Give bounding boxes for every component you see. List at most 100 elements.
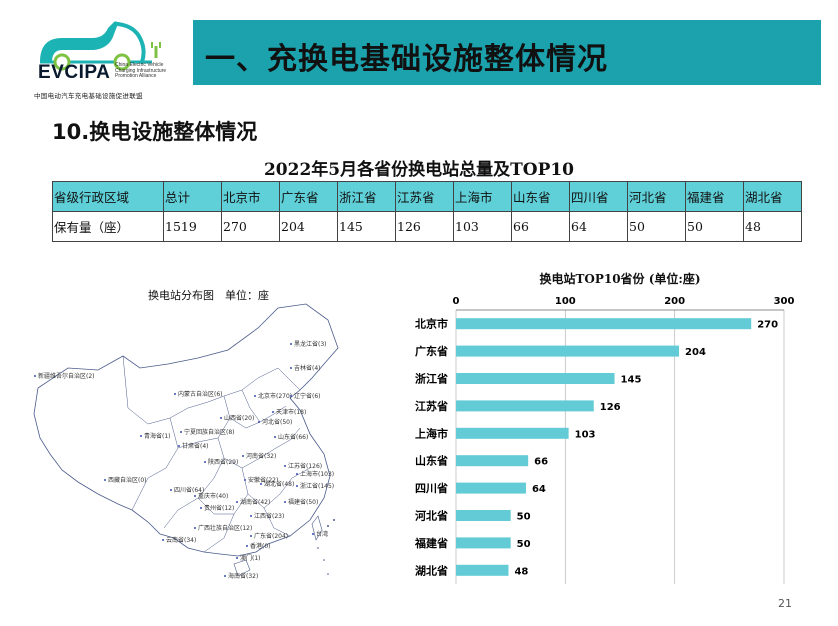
map-province-label: 湖南省(42) (240, 498, 270, 506)
china-map: 黑龙江省(3) 吉林省(4) 新疆维吾尔自治区(2) 内蒙古自治区(6) 北京市(270… (33, 303, 339, 580)
map-province-label: 天津市(18) (276, 408, 306, 416)
map-province-label: 吉林省(4) (294, 364, 321, 372)
chart-category-label: 上海市 (415, 426, 448, 440)
map-province-label: 香港(0) (250, 542, 271, 550)
map-province-label: 湖北省(48) (264, 480, 294, 488)
chart-bar (456, 373, 615, 384)
map-marker-dot (162, 539, 164, 541)
chart-bar (456, 427, 569, 439)
chart-category-label: 江苏省 (415, 399, 448, 413)
slide-title: 一、充换电基础设施整体情况 (205, 42, 608, 77)
chart-tick-label: 200 (664, 296, 685, 307)
map-marker-dot (200, 507, 202, 509)
table-cell: 145 (337, 211, 396, 242)
logo-chinese-name: 中国电动汽车充电基础设施促进联盟 (34, 92, 143, 100)
chart-value-label: 50 (517, 512, 531, 523)
chart-category-label: 北京市 (415, 317, 448, 331)
map-province-label: 广西壮族自治区(12) (198, 524, 252, 532)
table-header-cell: 四川省 (569, 181, 628, 212)
chart-category-label: 河北省 (415, 509, 448, 523)
china-outline (33, 303, 339, 557)
logo-wordmark: EVCIPA (38, 62, 111, 83)
chart-value-labels: 270 204 145 126 103 66 64 50 50 48 (514, 320, 778, 578)
sea-islands (317, 519, 335, 575)
map-marker-dot (272, 411, 274, 413)
map-marker-dot (194, 527, 196, 529)
map-province-label: 河北省(50) (262, 418, 292, 426)
map-province-label: 山东省(66) (278, 433, 308, 441)
chart-category-label: 浙江省 (415, 372, 448, 386)
map-marker-dot (250, 515, 252, 517)
map-province-label: 浙江省(145) (300, 482, 334, 490)
chart-tick-labels: 0 100 200 300 (453, 296, 795, 307)
map-province-label: 云南省(34) (166, 536, 196, 544)
table-header-cell: 河北省 (627, 181, 686, 212)
map-province-label: 海南省(32) (228, 572, 258, 580)
map-marker-dot (194, 495, 196, 497)
logo-english-name: China Electric Vehicle Charging Infrastr… (115, 62, 167, 79)
taiwan-shape (311, 515, 323, 541)
map-marker-dot (244, 479, 246, 481)
table-cell: 270 (221, 211, 280, 242)
map-marker-dot (220, 417, 222, 419)
map-marker-dot (242, 455, 244, 457)
map-marker-dot (250, 535, 252, 537)
map-province-label: 黑龙江省(3) (294, 340, 327, 348)
table-cell: 66 (511, 211, 570, 242)
table-cell: 48 (743, 211, 802, 242)
chart-title: 换电站TOP10省份 (单位:座) (539, 272, 701, 286)
map-labels: 黑龙江省(3) 吉林省(4) 新疆维吾尔自治区(2) 内蒙古自治区(6) 北京市(270… (34, 340, 334, 580)
chart-bar (456, 537, 511, 549)
map-province-label: 江西省(23) (254, 512, 284, 520)
map-province-label: 广东省(204) (254, 532, 288, 540)
map-province-label: 西藏自治区(0) (108, 476, 147, 484)
table-cell: 1519 (163, 211, 222, 242)
table-header-cell: 北京市 (221, 181, 280, 212)
table-header-cell: 山东省 (511, 181, 570, 212)
section-subtitle: 10.换电设施整体情况 (52, 120, 258, 144)
table-header-cell: 福建省 (685, 181, 744, 212)
chart-value-label: 64 (532, 484, 546, 495)
chart-value-label: 50 (517, 539, 531, 550)
table-cell: 103 (453, 211, 512, 242)
map-marker-dot (290, 367, 292, 369)
map-marker-dot (104, 479, 106, 481)
map-marker-dot (204, 461, 206, 463)
map-province-label: 北京市(270) (258, 392, 292, 400)
map-province-label: 内蒙古自治区(6) (178, 390, 223, 398)
map-marker-dot (236, 557, 238, 559)
hainan-shape (233, 559, 251, 577)
chart-tick-label: 300 (774, 296, 795, 307)
chart-tick-label: 0 (453, 296, 460, 307)
map-marker-dot (296, 485, 298, 487)
table-header-cell: 总计 (163, 181, 222, 212)
map-marker-dot (236, 501, 238, 503)
chart-bar (456, 564, 509, 576)
map-province-label: 辽宁省(6) (294, 392, 321, 400)
chart-bar (456, 510, 511, 521)
chart-bar (456, 482, 526, 494)
evcipa-logo (40, 21, 161, 71)
chart-bar (456, 400, 594, 412)
map-province-label: 青海省(1) (144, 432, 171, 440)
chart-tick-label: 100 (555, 296, 576, 307)
province-borders (122, 355, 311, 553)
map-province-label: 重庆市(40) (198, 492, 228, 500)
map-marker-dot (178, 445, 180, 447)
map-marker-dot (170, 489, 172, 491)
map-province-label: 甘肃省(4) (182, 442, 209, 450)
chart-bar (456, 455, 529, 467)
map-marker-dot (284, 501, 286, 503)
table-header-cell: 广东省 (279, 181, 338, 212)
map-title: 换电站分布图 单位：座 (148, 289, 269, 302)
chart-value-label: 48 (514, 566, 528, 577)
table-header-row: 省级行政区域 总计 北京市 广东省 浙江省 江苏省 上海市 山东省 四川省 河北… (52, 181, 802, 212)
map-marker-dot (290, 343, 292, 345)
map-marker-dot (254, 395, 256, 397)
map-province-label: 陕西省(29) (208, 458, 238, 466)
map-marker-dot (140, 435, 142, 437)
map-province-label: 山西省(20) (224, 414, 254, 422)
chart-bar (456, 345, 680, 357)
table-header-cell: 湖北省 (743, 181, 802, 212)
page-number: 21 (778, 597, 792, 610)
